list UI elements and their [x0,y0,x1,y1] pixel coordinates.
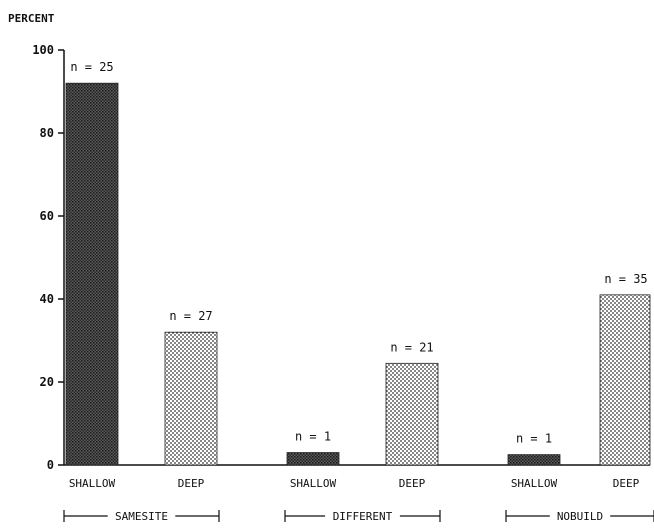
y-tick-label: 60 [40,209,54,223]
y-ticks: 0 20 40 60 80 100 [32,43,64,472]
y-tick-label: 80 [40,126,54,140]
category-label: DEEP [178,477,205,490]
n-labels: n = 25 n = 27 n = 1 n = 21 n = 1 n = 35 [70,60,647,445]
y-tick-label: 100 [32,43,54,57]
y-tick-label: 20 [40,375,54,389]
y-tick-label: 0 [47,458,54,472]
y-tick-label: 40 [40,292,54,306]
n-label: n = 1 [516,432,552,446]
category-label: SHALLOW [511,477,558,490]
category-label: SHALLOW [69,477,116,490]
bar-samesite-deep [164,331,218,466]
group-label: NOBUILD [557,510,603,523]
n-label: n = 25 [70,60,113,74]
bar-different-shallow [286,452,340,466]
n-label: n = 27 [169,309,212,323]
n-label: n = 35 [604,272,647,286]
bar-nobuild-shallow [507,454,561,466]
bar-nobuild-deep [599,294,651,466]
bar-samesite-shallow [65,82,119,466]
bars [65,82,651,466]
n-label: n = 1 [295,430,331,444]
group-labels: SAMESITE DIFFERENT NOBUILD [63,510,654,523]
y-axis-title: PERCENT [8,12,55,25]
category-label: DEEP [399,477,426,490]
n-label: n = 21 [390,340,433,354]
category-label: SHALLOW [290,477,337,490]
group-label: SAMESITE [115,510,168,523]
category-label: DEEP [613,477,640,490]
category-labels: SHALLOW DEEP SHALLOW DEEP SHALLOW DEEP [69,477,640,490]
group-label: DIFFERENT [333,510,393,523]
bar-different-deep [385,362,439,466]
